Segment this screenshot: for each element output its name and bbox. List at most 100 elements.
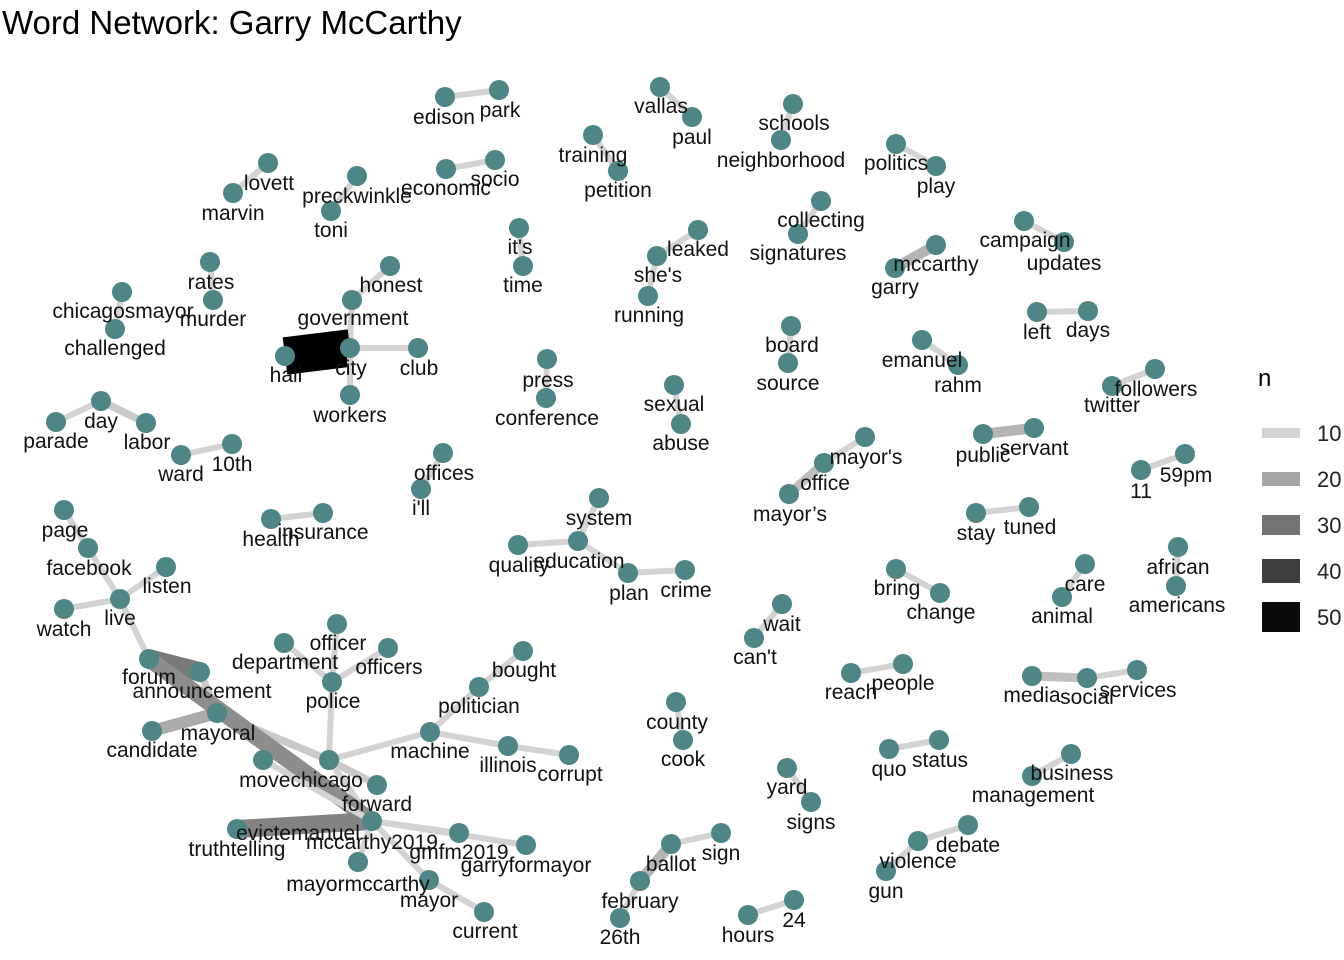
node-current [474, 902, 494, 922]
node-label-petition: petition [584, 179, 652, 202]
node-city [340, 338, 360, 358]
node-label-movechicago: movechicago [239, 769, 363, 792]
node-label-candidate: candidate [106, 739, 197, 762]
node-hours [738, 905, 758, 925]
node-twitter [1102, 376, 1122, 396]
node-label-mayor's: mayor's [830, 446, 903, 469]
node-officer [327, 614, 347, 634]
node-she's [647, 246, 667, 266]
node-change [930, 583, 950, 603]
node-people [893, 654, 913, 674]
node-label-updates: updates [1027, 252, 1102, 275]
node-sign [711, 823, 731, 843]
node-play [926, 156, 946, 176]
node-label-days: days [1066, 319, 1110, 342]
node-label-ballot: ballot [646, 853, 696, 876]
node-parade [46, 412, 66, 432]
node-labor [136, 413, 156, 433]
node-label-machine: machine [390, 740, 469, 763]
node-label-sign: sign [702, 842, 741, 865]
node-label-campaign: campaign [979, 229, 1070, 252]
node-lovett [258, 153, 278, 173]
node-page [54, 500, 74, 520]
node-label-education: education [533, 550, 624, 573]
node-collecting [811, 191, 831, 211]
legend-label: 20 [1317, 467, 1342, 492]
node-label-preckwinkle: preckwinkle [302, 185, 412, 208]
node-abuse [671, 414, 691, 434]
node-label-reach: reach [825, 681, 878, 704]
node-label-stay: stay [957, 522, 996, 545]
node-label-watch: watch [36, 618, 92, 641]
edge-officers-police [330, 645, 390, 685]
node-label-press: press [522, 369, 573, 392]
edge-mayor-current [427, 877, 486, 915]
node-politician [469, 677, 489, 697]
node-label-media: media [1003, 684, 1061, 707]
node-signs [801, 792, 821, 812]
node-system [589, 488, 609, 508]
node-label-page: page [42, 519, 89, 542]
node-mayor [419, 870, 439, 890]
node-label-play: play [917, 175, 956, 198]
node-insurance [313, 503, 333, 523]
node-live [110, 589, 130, 609]
node-label-murder: murder [180, 308, 247, 331]
node-mccarthy2019 [362, 811, 382, 831]
node-59pm [1175, 444, 1195, 464]
node-label-county: county [646, 711, 708, 734]
node-label-tuned: tuned [1004, 516, 1057, 539]
node-label-insurance: insurance [277, 521, 368, 544]
node-honest [380, 256, 400, 276]
node-government [342, 290, 362, 310]
node-label-24: 24 [782, 909, 806, 932]
node-mccarthy [926, 235, 946, 255]
node-chicagosmayor [112, 282, 132, 302]
node-label-cook: cook [661, 748, 706, 771]
node-evictemanuel [227, 819, 247, 839]
node-label-live: live [104, 607, 136, 630]
node-label-garryformayor: garryformayor [461, 854, 592, 877]
edge-truthtelling-mccarthy2019 [261, 757, 374, 824]
node-label-quo: quo [871, 758, 906, 781]
node-bought [513, 641, 533, 661]
legend-label: 10 [1317, 421, 1342, 446]
edge-quality-education [517, 538, 579, 548]
node-label-mayor: mayor [400, 889, 458, 912]
edge-mccarthy2019-mayor [369, 818, 432, 883]
node-label-board: board [765, 334, 819, 357]
node-label-status: status [912, 749, 968, 772]
node-petition [608, 161, 628, 181]
node-label-mccarthy2019: mccarthy2019 [306, 831, 438, 854]
legend-item: 10 [1255, 413, 1344, 453]
node-debate [958, 815, 978, 835]
node-label-training: training [559, 144, 628, 167]
node-tuned [1019, 497, 1039, 517]
node-label-followers: followers [1115, 378, 1198, 401]
node-label-politician: politician [438, 695, 520, 718]
edge-hall-city [282, 329, 353, 375]
node-day [91, 391, 111, 411]
node-care [1075, 554, 1095, 574]
node-violence [908, 831, 928, 851]
node-label-system: system [566, 507, 633, 530]
node-leaked [688, 220, 708, 240]
node-murder [203, 290, 223, 310]
node-label-11: 11 [1130, 480, 1152, 503]
node-officers [378, 638, 398, 658]
edge-machine-illinois [429, 729, 509, 749]
node-label-signatures: signatures [750, 242, 847, 265]
node-label-violence: violence [879, 850, 956, 873]
node-label-edison: edison [413, 106, 475, 129]
node-education [568, 531, 588, 551]
legend-item: 30 [1255, 505, 1344, 545]
node-label-quality: quality [489, 554, 550, 577]
node-label-sexual: sexual [644, 393, 705, 416]
node-label-rahm: rahm [934, 374, 982, 397]
node-label-bring: bring [874, 577, 921, 600]
node-park [489, 80, 509, 100]
node-label-can't: can't [733, 646, 777, 669]
node-label-social: social [1060, 686, 1114, 709]
word-network: edison park vallas paul schools neighborhood t… [23, 77, 1225, 949]
node-label-socio: socio [470, 168, 519, 191]
